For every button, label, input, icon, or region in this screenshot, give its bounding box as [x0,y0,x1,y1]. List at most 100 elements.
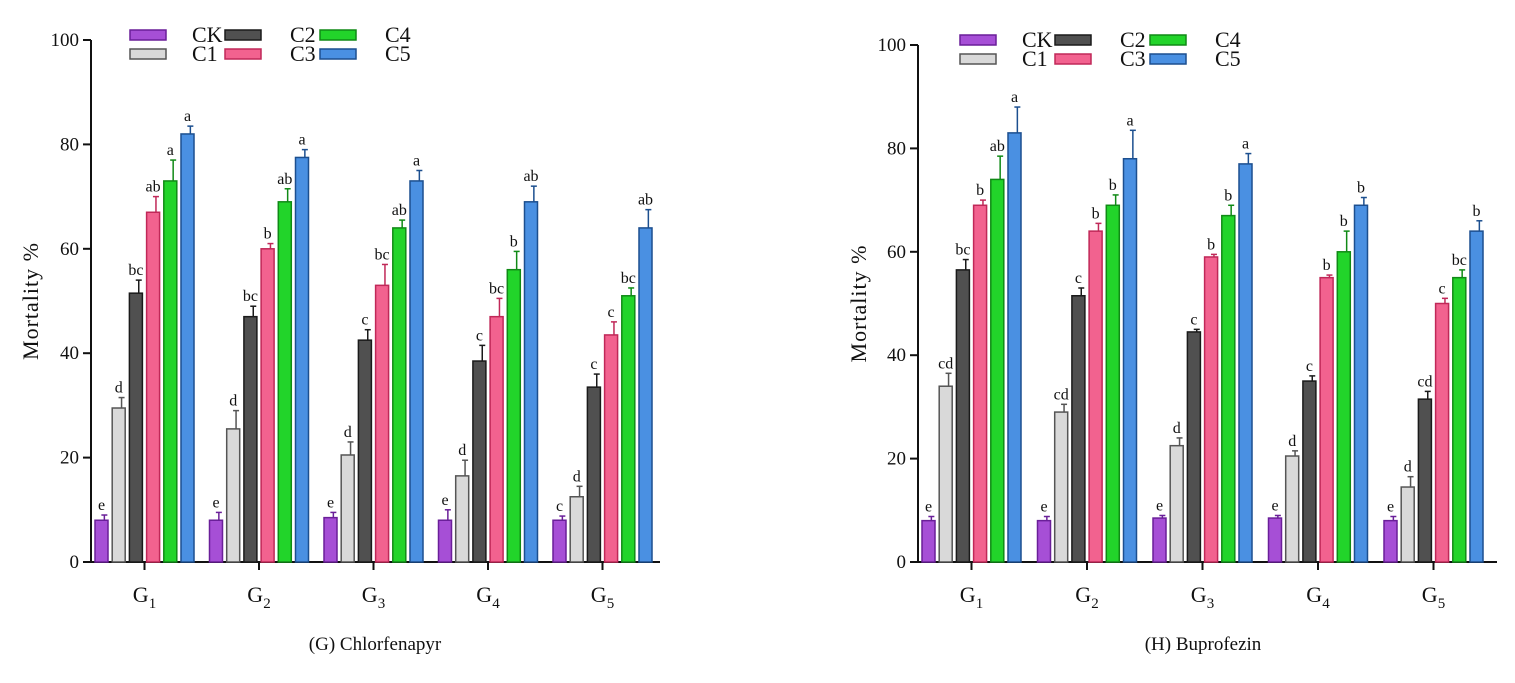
significance-label: c [1075,270,1082,287]
bar-ck [208,519,224,563]
significance-label: ab [638,192,653,209]
bar-c2 [243,315,258,563]
significance-label: d [573,468,581,485]
significance-label: b [976,182,984,199]
significance-label: b [1207,236,1215,253]
bar-c2 [586,386,602,563]
bar-ck [94,519,109,563]
significance-label: ab [392,202,407,219]
bar-c5 [1469,230,1484,563]
significance-label: a [1011,89,1018,106]
significance-label: b [1357,180,1365,197]
significance-label: a [184,108,191,125]
bar-c4 [1221,214,1236,563]
significance-label: ab [277,171,292,188]
x-tick-label: G4 [1306,582,1330,612]
chart-subtitle: (G) Chlorfenapyr [309,634,442,655]
legend-swatch-c5 [319,48,357,60]
legend-label-c3: C3 [1120,46,1146,71]
legend-label-c4: C4 [385,22,411,47]
legend-label-c1: C1 [1022,46,1048,71]
y-tick-label: 80 [887,138,906,159]
bar-c4 [163,180,178,563]
significance-label: b [1473,203,1481,220]
bar-c2 [128,292,144,563]
legend-label-ck: CK [192,22,223,47]
significance-label: b [1109,177,1117,194]
x-tick-label: G3 [1191,582,1214,612]
bar-c2 [357,339,373,563]
significance-label: a [167,142,174,159]
bar-c2 [472,360,487,563]
significance-label: c [1306,358,1313,375]
legend-label-c5: C5 [385,41,411,66]
significance-label: bc [955,242,970,259]
bar-c3 [603,334,619,563]
significance-label: e [1387,499,1394,516]
y-tick-label: 0 [897,552,907,573]
y-tick-label: 40 [60,343,79,364]
x-tick-label: G4 [476,582,500,612]
significance-label: a [1126,112,1133,129]
bar-c3 [972,204,988,563]
bar-c2 [955,269,971,563]
significance-label: e [1156,497,1163,514]
x-tick-label: G5 [1422,582,1445,612]
significance-label: c [361,312,368,329]
bar-c4 [1336,251,1352,563]
bar-c1 [1284,455,1300,563]
bar-c5 [1238,163,1253,563]
bar-c2 [1417,398,1433,563]
significance-label: ab [146,179,161,196]
bar-c1 [1053,411,1069,563]
significance-label: a [413,153,420,170]
bar-c4 [392,227,407,563]
legend-label-c3: C3 [290,41,316,66]
bar-c1 [454,475,470,563]
bar-ck [1267,517,1283,563]
x-tick-label: G2 [247,582,270,612]
bar-c3 [1203,256,1219,563]
significance-label: e [441,492,448,509]
legend-label-c4: C4 [1215,27,1241,52]
legend-label-ck: CK [1022,27,1053,52]
y-axis-label: Mortality % [18,242,43,360]
y-tick-label: 100 [878,35,907,56]
bar-c4 [1452,276,1467,563]
significance-label: c [476,327,483,344]
bar-c2 [1071,294,1086,563]
significance-label: cd [938,355,953,372]
bar-c1 [1169,444,1184,563]
bar-c3 [1088,230,1103,563]
bar-c5 [294,156,310,563]
bar-c5 [1353,204,1369,563]
y-axis-label: Mortality % [846,245,871,363]
significance-label: bc [489,280,504,297]
bar-ck [552,519,567,563]
bar-c3 [374,284,390,563]
significance-label: c [590,356,597,373]
bar-c3 [489,315,504,563]
legend-swatch-c2 [224,29,262,41]
significance-label: cd [1417,373,1432,390]
significance-label: cd [1054,386,1069,403]
legend-swatch-c5 [1149,53,1187,65]
significance-label: e [925,499,932,516]
bar-c4 [1105,204,1121,563]
bar-c5 [638,227,653,563]
chart-subtitle: (H) Buprofezin [1145,634,1262,655]
bar-ck [323,516,338,563]
legend-swatch-ck [129,29,167,41]
significance-label: d [344,424,352,441]
legend-swatch-c4 [319,29,357,41]
legend-swatch-c1 [129,48,167,60]
bar-c3 [1319,276,1334,563]
legend-swatch-c3 [224,48,262,60]
bar-c5 [409,180,424,563]
significance-label: c [556,498,563,515]
y-tick-label: 100 [51,30,80,51]
significance-label: b [1224,187,1232,204]
